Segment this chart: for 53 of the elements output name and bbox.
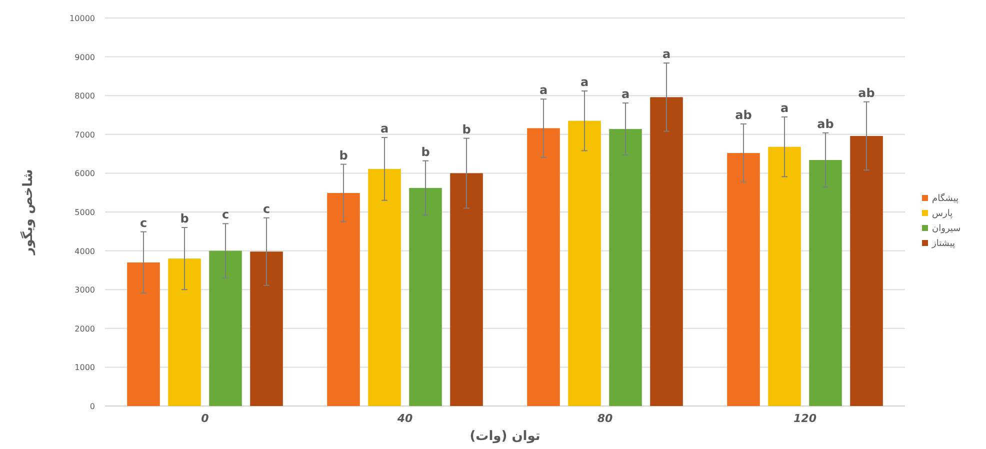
data-label: b xyxy=(462,122,472,136)
y-tick-label: 10000 xyxy=(70,14,95,23)
bar xyxy=(609,128,642,406)
data-label: ab xyxy=(735,108,752,122)
bar xyxy=(368,168,401,406)
data-label: a xyxy=(780,100,789,115)
bar xyxy=(209,250,242,406)
y-tick-label: 1000 xyxy=(74,363,95,372)
bar xyxy=(327,192,360,406)
data-label: a xyxy=(662,47,671,62)
y-tick-label: 8000 xyxy=(74,92,95,101)
bar xyxy=(650,97,683,406)
data-label: a xyxy=(580,74,589,89)
data-label: a xyxy=(621,86,630,101)
y-tick-label: 9000 xyxy=(74,52,95,62)
y-tick-label: 2000 xyxy=(74,324,95,334)
data-label: a xyxy=(380,122,389,136)
y-tick-label: 4000 xyxy=(74,246,95,256)
data-label: c xyxy=(222,208,230,222)
legend-label: پارس xyxy=(932,209,954,219)
x-tick-label: 120 xyxy=(794,412,817,425)
bar xyxy=(768,146,801,406)
bar xyxy=(850,136,883,406)
bar xyxy=(168,258,201,406)
data-label: c xyxy=(140,216,148,230)
data-label: a xyxy=(539,83,548,98)
y-tick-label: 3000 xyxy=(74,286,95,295)
y-tick-label: 7000 xyxy=(74,130,95,140)
data-label: c xyxy=(262,202,270,216)
bar xyxy=(809,160,842,406)
data-label: ab xyxy=(858,86,876,100)
data-label: b xyxy=(339,148,348,162)
bar xyxy=(527,128,560,406)
bar xyxy=(450,173,483,406)
x-tick-label: 40 xyxy=(396,412,413,425)
bar xyxy=(568,120,601,406)
data-label: b xyxy=(180,212,190,226)
bar xyxy=(250,252,283,406)
x-tick-label: 0 xyxy=(201,412,210,425)
legend-label: پیشتاز xyxy=(931,239,956,249)
y-tick-label: 0 xyxy=(90,402,95,411)
x-axis-title: توان (وات) xyxy=(470,429,540,444)
bar xyxy=(127,262,160,406)
legend-label: پیشگام xyxy=(932,192,960,204)
bar xyxy=(409,188,442,406)
y-axis-title: شاخص ویگور xyxy=(20,169,36,256)
x-tick-label: 80 xyxy=(597,412,613,425)
y-tick-label: 6000 xyxy=(74,169,95,178)
data-label: ab xyxy=(817,116,834,131)
data-label: b xyxy=(421,144,430,159)
bar xyxy=(727,153,760,406)
legend-label: سیروان xyxy=(932,224,961,234)
y-tick-label: 5000 xyxy=(74,208,95,217)
